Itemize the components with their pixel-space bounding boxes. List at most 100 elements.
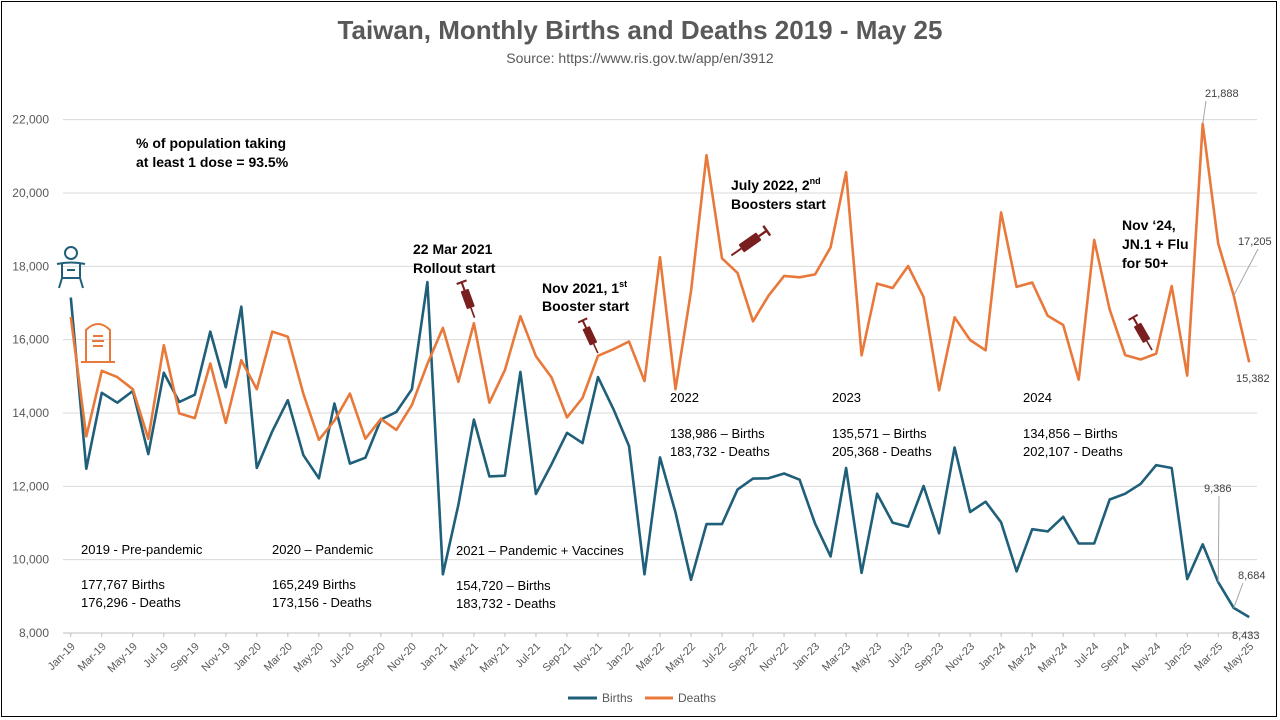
syringe-plunger (460, 281, 466, 291)
year-2020-births: 165,249 Births (272, 577, 356, 592)
rollout-note-line1: 22 Mar 2021 (413, 241, 493, 257)
syringe-needle (730, 247, 742, 257)
series-lines (69, 122, 1251, 619)
y-tick-label: 20,000 (12, 186, 49, 200)
births-apr25-label: 8,684 (1238, 570, 1266, 582)
legend-deaths-label: Deaths (678, 691, 716, 705)
year-2024-deaths: 202,107 - Deaths (1023, 444, 1123, 459)
syringe-handle (762, 225, 772, 237)
x-tick-label: Jan-24 (976, 641, 1008, 673)
syringe-barrel (582, 326, 597, 346)
births-mar25-label: 9,386 (1204, 483, 1232, 495)
x-tick-label: Sep-23 (913, 641, 947, 675)
syringe-barrel (460, 288, 475, 309)
leader-line (1202, 100, 1207, 124)
syringe-icon (577, 317, 599, 354)
year-2022-deaths: 183,732 - Deaths (670, 444, 770, 459)
x-tick-label: Nov-23 (944, 641, 978, 675)
syringe-needle (592, 343, 599, 354)
baby-icon (56, 246, 86, 289)
x-tick-label: Sep-21 (541, 641, 575, 675)
x-tick-label: Jul-24 (1072, 641, 1102, 671)
deaths-apr25-label: 17,205 (1238, 236, 1272, 248)
booster1-superscript: st (619, 279, 627, 289)
year-2021-births: 154,720 – Births (456, 578, 551, 593)
x-tick-label: Jul-21 (513, 641, 543, 671)
jn1-note-line3: for 50+ (1122, 255, 1168, 271)
year-2019-births: 177,767 Births (81, 577, 165, 592)
x-tick-label: Mar-24 (1006, 641, 1039, 674)
syringe-barrel (1134, 322, 1151, 343)
leader-line (1233, 248, 1259, 296)
births-line (69, 280, 1250, 619)
x-tick-label: May-24 (1036, 641, 1070, 675)
x-tick-label: May-22 (664, 641, 698, 675)
y-tick-label: 14,000 (12, 406, 49, 420)
x-tick-label: Jan-23 (790, 641, 822, 673)
y-tick-label: 18,000 (12, 259, 49, 273)
x-tick-label: Jan-25 (1162, 641, 1194, 673)
gridlines (63, 119, 1257, 634)
y-tick-label: 8,000 (19, 626, 49, 640)
deaths-line (69, 122, 1251, 442)
x-tick-label: Mar-21 (448, 641, 481, 674)
x-tick-label: Nov-20 (385, 641, 419, 675)
year-2022-heading: 2022 (670, 390, 699, 405)
year-2019-heading: 2019 - Pre-pandemic (81, 542, 203, 557)
x-tick-label: Jul-19 (141, 641, 171, 671)
x-tick-label: Jan-19 (46, 641, 78, 673)
x-tick-label: Jan-21 (418, 641, 450, 673)
deaths-peak-label: 21,888 (1205, 88, 1239, 100)
x-tick-label: May-21 (478, 641, 512, 675)
x-tick-label: Sep-22 (727, 641, 761, 675)
point-callouts: 21,888 17,205 15,382 9,386 8,684 8,433 (1202, 88, 1272, 642)
deaths-may25-label: 15,382 (1236, 373, 1270, 385)
x-tick-label: Nov-24 (1130, 641, 1164, 675)
booster2-note-line2: Boosters start (731, 196, 826, 212)
chart-subtitle: Source: https://www.ris.gov.tw/app/en/39… (506, 50, 774, 66)
y-tick-label: 16,000 (12, 333, 49, 347)
leader-line (1217, 495, 1220, 583)
year-2022-births: 138,986 – Births (670, 426, 765, 441)
births-may25-label: 8,433 (1232, 630, 1260, 642)
syringe-handle (1128, 313, 1139, 321)
x-tick-label: Mar-23 (820, 641, 853, 674)
dose-note-line2: at least 1 dose = 93.5% (136, 154, 289, 170)
year-2024-births: 134,856 – Births (1023, 426, 1118, 441)
x-tick-label: May-19 (105, 641, 139, 675)
gravestone-lines (92, 335, 104, 347)
x-tick-label: Mar-22 (634, 641, 667, 674)
syringe-needle (1146, 340, 1153, 351)
year-2023-births: 135,571 – Births (832, 426, 927, 441)
x-tick-label: Jul-20 (327, 641, 357, 671)
x-tick-label: Mar-20 (262, 641, 295, 674)
year-2024-heading: 2024 (1023, 390, 1052, 405)
year-2020-deaths: 173,156 - Deaths (272, 595, 372, 610)
booster1-note-line2: Booster start (542, 298, 629, 314)
y-tick-label: 22,000 (12, 113, 49, 127)
x-tick-label: Sep-20 (354, 641, 388, 675)
gravestone-icon (81, 323, 115, 363)
x-tick-label: May-23 (850, 641, 884, 675)
legend-births-label: Births (602, 691, 633, 705)
x-tick-label: Nov-19 (199, 641, 233, 675)
x-tick-label: Jul-22 (699, 641, 729, 671)
syringe-icon (1128, 313, 1153, 351)
y-tick-label: 12,000 (12, 479, 49, 493)
year-2023-deaths: 205,368 - Deaths (832, 444, 932, 459)
dose-note-line1: % of population taking (136, 135, 286, 151)
x-tick-label: Jan-22 (604, 641, 636, 673)
x-tick-label: Mar-19 (76, 641, 109, 674)
x-tick-label: Sep-19 (168, 641, 202, 675)
syringe-plunger (581, 319, 587, 329)
year-2021-deaths: 183,732 - Deaths (456, 596, 556, 611)
leader-line (1233, 582, 1244, 609)
annotations: % of population taking at least 1 dose = … (81, 135, 1189, 611)
syringe-barrel (738, 232, 762, 253)
x-tick-label: Nov-21 (572, 641, 606, 675)
jn1-note-line1: Nov ‘24, (1122, 217, 1176, 233)
gravestone-shape (81, 323, 115, 363)
